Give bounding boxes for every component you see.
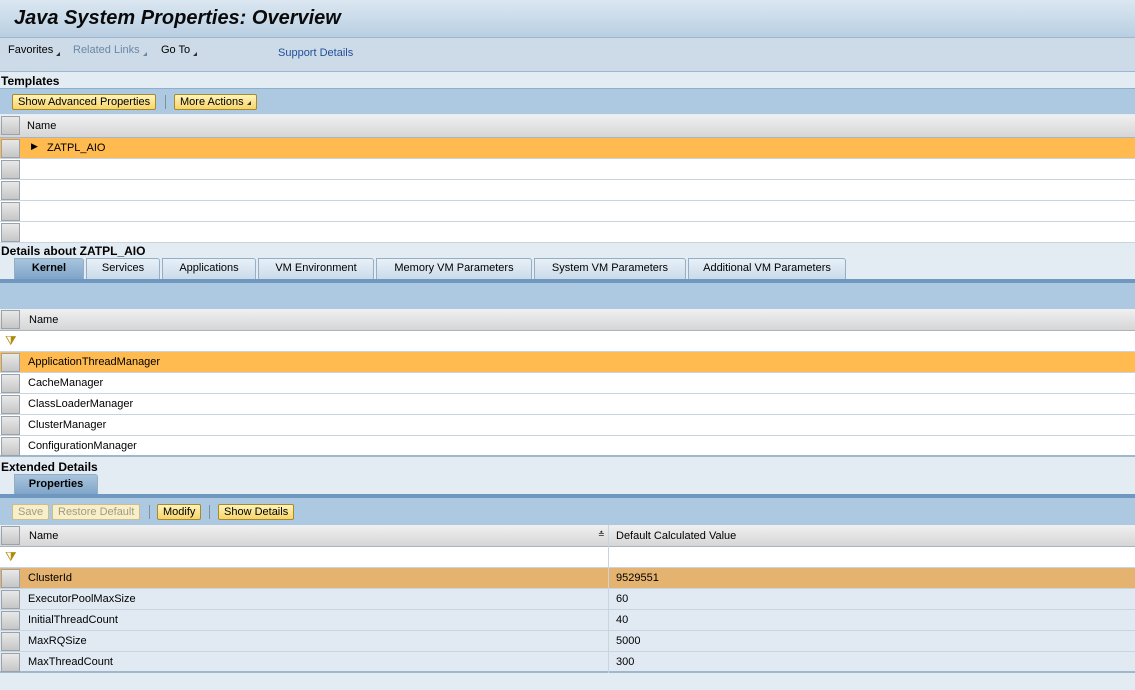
tab-memory-vm-parameters[interactable]: Memory VM Parameters: [376, 258, 532, 279]
property-name: ClusterId: [28, 572, 73, 584]
table-row[interactable]: CacheManager: [0, 373, 1135, 394]
menu-related-links[interactable]: Related Links: [73, 44, 147, 56]
table-row[interactable]: ConfigurationManager: [0, 436, 1135, 457]
support-details-link[interactable]: Support Details: [278, 47, 354, 59]
table-row[interactable]: ClusterManager: [0, 415, 1135, 436]
row-selector[interactable]: [1, 416, 20, 435]
row-selector[interactable]: [1, 653, 20, 672]
column-name[interactable]: Name: [29, 314, 59, 326]
details-label: Details about ZATPL_AIO: [1, 244, 146, 258]
row-selector[interactable]: [1, 160, 20, 179]
save-button[interactable]: Save: [12, 504, 50, 520]
tab-vm-environment[interactable]: VM Environment: [258, 258, 374, 279]
table-row[interactable]: MaxRQSize 5000: [0, 631, 1135, 652]
extended-tabs: Properties: [0, 474, 1135, 496]
details-tabs: Kernel Services Applications VM Environm…: [0, 258, 1135, 280]
show-details-button[interactable]: Show Details: [218, 504, 295, 520]
row-selector[interactable]: [1, 374, 20, 393]
row-selector[interactable]: [1, 181, 20, 200]
row-name: ClusterManager: [28, 419, 107, 431]
select-all[interactable]: [1, 310, 20, 329]
tab-applications[interactable]: Applications: [162, 258, 256, 279]
table-row[interactable]: ExecutorPoolMaxSize 60: [0, 589, 1135, 610]
menu-go-to[interactable]: Go To: [161, 44, 198, 56]
divider: [0, 279, 1135, 283]
filter-icon[interactable]: ⧩: [5, 333, 17, 348]
column-name[interactable]: Name: [27, 120, 57, 132]
table-header: Name: [0, 309, 1135, 331]
page-title: Java System Properties: Overview: [14, 7, 341, 29]
separator: [165, 95, 166, 109]
property-value: 40: [616, 614, 629, 626]
empty-row: [0, 159, 1135, 180]
row-name: ApplicationThreadManager: [28, 356, 161, 368]
filter-row: ⧩: [0, 547, 1135, 568]
dropdown-icon: [56, 52, 61, 56]
details-toolbar: [0, 283, 1135, 309]
row-name: ZATPL_AIO: [47, 142, 106, 154]
dropdown-icon: [142, 52, 147, 56]
row-selector[interactable]: [1, 395, 20, 414]
property-value: 60: [616, 593, 629, 605]
column-default-value[interactable]: Default Calculated Value: [616, 530, 737, 542]
dropdown-icon: [193, 52, 198, 56]
menu-favorites[interactable]: Favorites: [8, 44, 61, 56]
select-all[interactable]: [1, 116, 20, 135]
templates-toolbar: Show Advanced Properties More Actions: [0, 88, 1135, 114]
row-selector[interactable]: [1, 632, 20, 651]
properties-toolbar: Save Restore Default Modify Show Details: [0, 498, 1135, 525]
modify-button[interactable]: Modify: [157, 504, 202, 520]
row-selector[interactable]: [1, 202, 20, 221]
filter-icon[interactable]: ⧩: [5, 549, 17, 564]
table-row[interactable]: ClusterId 9529551: [0, 568, 1135, 589]
row-selector[interactable]: [1, 353, 20, 372]
table-header: Name ≛ Default Calculated Value: [0, 525, 1135, 547]
property-name: MaxRQSize: [28, 635, 87, 647]
empty-row: [0, 201, 1135, 222]
restore-default-button[interactable]: Restore Default: [52, 504, 141, 520]
separator: [149, 505, 150, 519]
title-bar: Java System Properties: Overview: [0, 0, 1135, 38]
select-all[interactable]: [1, 526, 20, 545]
expand-icon[interactable]: ▶: [31, 141, 38, 151]
separator: [209, 505, 210, 519]
property-name: InitialThreadCount: [28, 614, 118, 626]
row-selector[interactable]: [1, 139, 20, 158]
tab-services[interactable]: Services: [86, 258, 160, 279]
tab-properties[interactable]: Properties: [14, 474, 98, 495]
property-value: 300: [616, 656, 635, 668]
table-row[interactable]: ApplicationThreadManager: [0, 352, 1135, 373]
filter-row: ⧩: [0, 331, 1135, 352]
tab-additional-vm-parameters[interactable]: Additional VM Parameters: [688, 258, 846, 279]
extended-details-label: Extended Details: [1, 460, 98, 474]
more-actions-button[interactable]: More Actions: [174, 94, 257, 110]
property-value: 5000: [616, 635, 641, 647]
templates-label: Templates: [1, 74, 60, 88]
tab-kernel[interactable]: Kernel: [14, 258, 84, 279]
property-value: 9529551: [616, 572, 659, 584]
table-row[interactable]: ClassLoaderManager: [0, 394, 1135, 415]
row-selector[interactable]: [1, 569, 20, 588]
empty-row: [0, 222, 1135, 243]
row-name: ClassLoaderManager: [28, 398, 134, 410]
table-row[interactable]: MaxThreadCount 300: [0, 652, 1135, 673]
table-row[interactable]: InitialThreadCount 40: [0, 610, 1135, 631]
table-row[interactable]: ▶ ZATPL_AIO: [0, 138, 1135, 159]
property-name: MaxThreadCount: [28, 656, 113, 668]
sort-icon[interactable]: ≛: [598, 530, 605, 539]
row-selector[interactable]: [1, 223, 20, 242]
row-selector[interactable]: [1, 590, 20, 609]
show-advanced-properties-button[interactable]: Show Advanced Properties: [12, 94, 157, 110]
property-name: ExecutorPoolMaxSize: [28, 593, 136, 605]
divider: [0, 494, 1135, 498]
row-name: CacheManager: [28, 377, 104, 389]
row-selector[interactable]: [1, 437, 20, 456]
tab-system-vm-parameters[interactable]: System VM Parameters: [534, 258, 686, 279]
row-selector[interactable]: [1, 611, 20, 630]
empty-row: [0, 180, 1135, 201]
row-name: ConfigurationManager: [28, 440, 137, 452]
column-name[interactable]: Name: [29, 530, 59, 542]
menu-bar: Favorites Related Links Go To Support De…: [0, 38, 1135, 72]
table-header: Name: [0, 115, 1135, 138]
